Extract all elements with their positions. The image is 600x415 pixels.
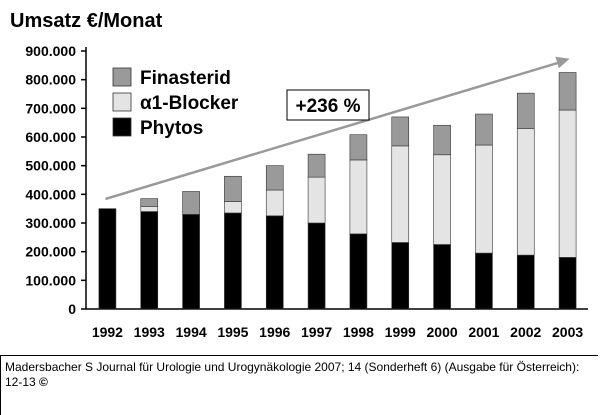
bar-segment <box>182 214 200 310</box>
source-caption: Madersbacher S Journal für Urologie und … <box>0 355 598 415</box>
y-tick-label: 700.000 <box>25 100 76 116</box>
x-tick-label: 1995 <box>217 324 248 340</box>
bar-segment <box>391 242 410 310</box>
bar-segment <box>224 201 242 214</box>
y-tick-label: 900.000 <box>25 43 76 59</box>
x-tick-label: 1992 <box>92 324 123 340</box>
bar-segment <box>475 144 493 254</box>
copyright-symbol: © <box>39 375 48 389</box>
bar-segment <box>433 124 451 156</box>
bar-segment <box>516 128 535 256</box>
legend-label: α1-Blocker <box>140 93 239 114</box>
x-tick-label: 2000 <box>427 324 458 340</box>
bar-segment <box>558 109 577 258</box>
x-tick-label: 1994 <box>176 324 207 340</box>
bar-segment <box>391 145 410 243</box>
x-tick-label: 1996 <box>259 324 290 340</box>
bar-segment <box>265 189 284 217</box>
y-tick-label: 400.000 <box>25 186 76 202</box>
stacked-bar-chart: Umsatz €/Monat 0 100.000 200.000 300.000 400… <box>10 10 588 340</box>
caption-text: Madersbacher S Journal für Urologie und … <box>5 360 580 389</box>
bar-segment <box>391 116 410 147</box>
bar-segment <box>307 176 326 224</box>
bar-segment <box>433 244 451 310</box>
bar-segment <box>516 254 535 310</box>
y-tick-label: 0 <box>68 301 76 317</box>
annotation-box <box>286 89 370 121</box>
x-tick-label: 1999 <box>385 324 416 340</box>
bar-segment <box>265 165 284 191</box>
trend-arrowhead <box>555 56 570 69</box>
bar-segment <box>98 208 117 310</box>
bar-segment <box>349 159 368 235</box>
legend-label: Finasterid <box>140 68 231 89</box>
chart-title: Umsatz €/Monat <box>10 10 163 32</box>
legend-swatch <box>112 67 132 87</box>
x-tick-label: 2001 <box>468 324 499 340</box>
legend-swatch <box>112 117 132 137</box>
x-tick-label: 2003 <box>552 324 583 340</box>
bar-segment <box>475 252 493 310</box>
legend-swatch <box>112 92 132 112</box>
bar-segment <box>140 198 159 207</box>
y-tick-label: 200.000 <box>25 244 76 260</box>
bar-segment <box>433 154 451 245</box>
bar-segment <box>558 257 577 310</box>
legend-label: Phytos <box>140 118 203 139</box>
annotation-label: +236 % <box>296 96 361 117</box>
bar-segment <box>475 113 493 146</box>
bar-segment <box>182 191 200 215</box>
bar-segment <box>349 134 368 161</box>
trend-arrow-line <box>105 60 562 201</box>
chart-panel: Umsatz €/Monat 0 100.000 200.000 300.000 400… <box>10 10 588 340</box>
y-tick-label: 800.000 <box>25 72 76 88</box>
x-tick-label: 1997 <box>301 324 332 340</box>
y-tick-label: 600.000 <box>25 129 76 145</box>
bar-segment <box>224 175 242 202</box>
bar-segment <box>307 153 326 178</box>
bar-segment <box>140 211 159 310</box>
x-tick-label: 2002 <box>510 324 541 340</box>
bar-segment <box>307 222 326 310</box>
bar-segment <box>265 215 284 310</box>
bar-segment <box>224 212 242 310</box>
y-tick-label: 300.000 <box>25 215 76 231</box>
bar-segment <box>349 233 368 310</box>
bar-segment <box>516 92 535 129</box>
bar-segment <box>140 206 159 212</box>
y-tick-label: 500.000 <box>25 158 76 174</box>
bar-segment <box>558 72 577 111</box>
x-tick-label: 1993 <box>134 324 165 340</box>
x-tick-label: 1998 <box>343 324 374 340</box>
y-tick-label: 100.000 <box>25 272 76 288</box>
